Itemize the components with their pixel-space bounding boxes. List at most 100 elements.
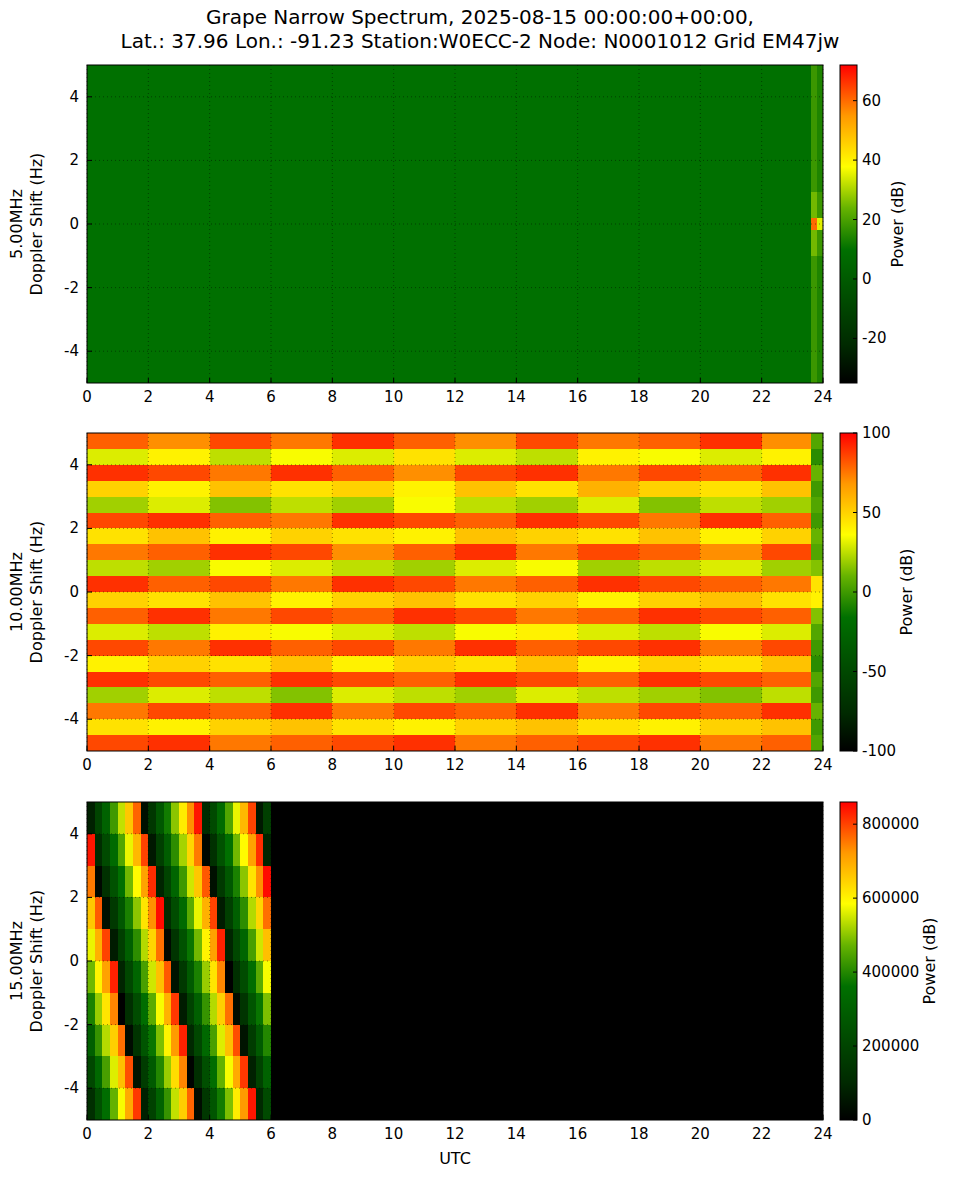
heatmap-cell	[102, 897, 110, 929]
heatmap-cell	[133, 1088, 141, 1120]
heatmap-cell	[394, 735, 456, 751]
heatmap-cell	[110, 1088, 118, 1120]
y-tick	[87, 655, 92, 656]
heatmap-cell	[233, 1088, 241, 1120]
colorbar-tick-label: 400000	[862, 963, 919, 981]
x-tick	[823, 378, 824, 383]
heatmap-cell	[455, 719, 517, 736]
heatmap-cell	[639, 703, 701, 720]
heatmap-cell	[87, 497, 149, 513]
heatmap-cell	[248, 866, 256, 898]
heatmap-cell	[194, 993, 202, 1025]
heatmap-cell	[87, 802, 95, 834]
grid-line	[393, 65, 394, 383]
heatmap-cell	[578, 497, 640, 513]
heatmap-cell	[762, 687, 812, 704]
heatmap-cell	[125, 993, 133, 1025]
heatmap-cell	[394, 576, 456, 593]
x-tick	[209, 378, 210, 383]
heatmap-cell	[394, 656, 456, 673]
heatmap-cell	[110, 1025, 118, 1057]
heatmap-cell	[256, 802, 264, 834]
heatmap-cell	[171, 929, 179, 961]
panel: 024681012141618202224-4-20245.00MHzDoppl…	[7, 65, 907, 406]
heatmap-cell	[125, 961, 133, 993]
heatmap-cell	[87, 576, 149, 593]
heatmap-cell	[148, 640, 210, 657]
heatmap-cell	[125, 802, 133, 834]
x-tick-label: 16	[568, 756, 587, 774]
x-tick-label: 22	[752, 388, 771, 406]
heatmap-cell	[194, 1056, 202, 1088]
heatmap-cell	[87, 465, 149, 482]
heatmap-cell	[95, 929, 103, 961]
x-tick	[271, 746, 272, 751]
heatmap-cell	[233, 993, 241, 1025]
heatmap-cell	[516, 497, 578, 513]
heatmap-cell	[148, 1056, 156, 1088]
heatmap-cell	[164, 961, 172, 993]
heatmap-cell	[87, 929, 95, 961]
x-tick	[87, 746, 88, 751]
heatmap-cell	[700, 656, 762, 673]
heatmap-cell	[194, 897, 202, 929]
heatmap-cell	[156, 1056, 164, 1088]
heatmap-cell	[133, 929, 141, 961]
plot-frame	[87, 65, 823, 383]
x-tick-label: 12	[445, 1125, 464, 1143]
heatmap-cell	[811, 465, 823, 482]
heatmap-cell	[811, 560, 823, 577]
colorbar-tick	[853, 433, 857, 434]
heatmap-cell	[271, 703, 333, 720]
heatmap-cell	[639, 449, 701, 466]
heatmap-cell	[762, 560, 812, 577]
heatmap-cell	[639, 528, 701, 545]
heatmap-cell	[87, 834, 95, 866]
heatmap-cell	[639, 433, 701, 450]
x-tick-label: 0	[82, 1125, 92, 1143]
colorbar-tick	[853, 100, 857, 101]
x-tick	[700, 1115, 701, 1120]
heatmap-cell	[811, 719, 823, 736]
heatmap-cell	[164, 993, 172, 1025]
heatmap-cell	[179, 897, 187, 929]
heatmap-cell	[332, 624, 394, 641]
heatmap-cell	[811, 640, 823, 657]
heatmap-cell	[639, 497, 701, 513]
heatmap-cell	[87, 656, 149, 673]
colorbar-title: Power (dB)	[888, 180, 907, 267]
heatmap-cell	[516, 576, 578, 593]
heatmap-cell	[332, 544, 394, 561]
heatmap-cell	[240, 1088, 248, 1120]
heatmap-cell	[762, 544, 812, 561]
heatmap-cell	[811, 735, 823, 751]
heatmap-cell	[217, 834, 225, 866]
heatmap-cell	[394, 528, 456, 545]
heatmap-cell	[240, 834, 248, 866]
grid-line	[87, 1088, 823, 1089]
heatmap-cell	[210, 687, 272, 704]
heatmap-cell	[455, 592, 517, 609]
heatmap-cell	[817, 65, 823, 193]
heatmap-cell	[455, 608, 517, 625]
colorbar-tick	[853, 972, 857, 973]
grid-line	[209, 65, 210, 383]
heatmap-cell	[516, 656, 578, 673]
heatmap-cell	[133, 993, 141, 1025]
heatmap-cell	[110, 834, 118, 866]
heatmap-cell	[762, 528, 812, 545]
y-tick-label: -2	[64, 647, 79, 665]
heatmap-cell	[210, 1025, 218, 1057]
heatmap-cell	[217, 929, 225, 961]
heatmap-cell	[118, 961, 126, 993]
colorbar-tick	[853, 512, 857, 513]
heatmap-cell	[164, 866, 172, 898]
heatmap-cell	[210, 481, 272, 498]
x-tick	[577, 746, 578, 751]
heatmap-cell	[164, 929, 172, 961]
heatmap-cell	[516, 592, 578, 609]
heatmap-cell	[210, 449, 272, 466]
heatmap-cell	[811, 672, 823, 689]
heatmap-cell	[210, 544, 272, 561]
heatmap-cell	[233, 802, 241, 834]
